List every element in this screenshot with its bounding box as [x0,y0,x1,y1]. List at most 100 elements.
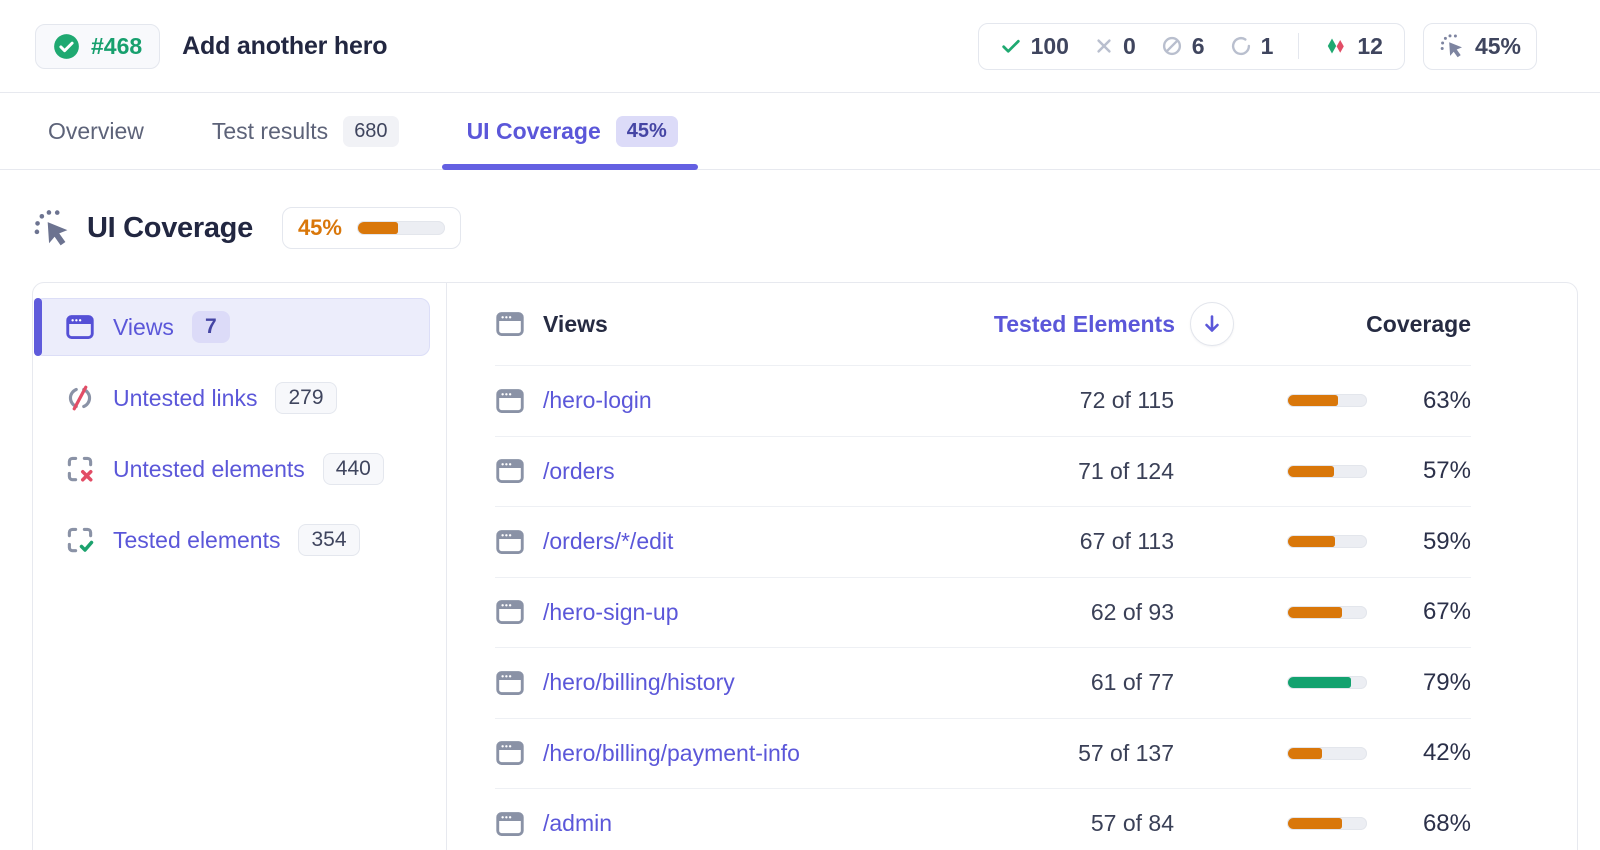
tab-overview[interactable]: Overview [48,93,144,169]
views-table-header: Views Tested Elements Coverage [495,283,1471,365]
view-icon-slot [495,738,525,768]
coverage-bar-track [1287,464,1367,478]
failed-count[interactable]: 0 [1094,33,1136,60]
view-link[interactable]: /orders/*/edit [543,528,674,555]
failed-value: 0 [1122,32,1136,59]
cursor-icon-slot [1439,33,1465,59]
tested-elements-cell: 71 of 124 [1078,457,1174,484]
pending-value: 1 [1260,32,1274,59]
pending-count[interactable]: 1 [1230,32,1274,60]
browser-window-icon [496,312,524,336]
view-link[interactable]: /hero/billing/history [543,669,735,696]
ui-coverage-chip-value: 45% [1474,32,1521,59]
coverage-cell: 68% [1174,810,1471,838]
ui-coverage-cursor-icon [34,210,68,246]
passed-value: 100 [1030,32,1069,59]
passed-count[interactable]: 100 [1000,33,1069,60]
view-cell: /hero-login [495,386,995,416]
coverage-bar-fill [1288,747,1322,759]
section-title: UI Coverage [87,211,253,244]
coverage-bar-track [1287,676,1367,690]
sort-descending-button[interactable] [1190,302,1234,346]
tab-ui-coverage-badge: 45% [615,115,678,147]
failed-icon [1097,39,1111,53]
sidebar-item-count-badge: 279 [275,382,337,414]
coverage-percent: 79% [1422,668,1471,696]
coverage-cell: 67% [1174,598,1471,626]
coverage-progress-fill [357,222,398,234]
broken-link-icon [68,385,92,411]
coverage-cell: 42% [1174,739,1471,767]
passed-icon [1001,39,1020,53]
sidebar-item-views[interactable]: Views 7 [34,298,430,356]
column-coverage: Coverage [1366,310,1471,337]
coverage-percent: 42% [1422,739,1471,767]
sidebar-item-icon-slot [65,454,95,484]
tested-elements-cell: 61 of 77 [1090,669,1174,696]
view-link[interactable]: /orders [543,457,615,484]
sidebar-item-label: Untested elements [113,455,305,482]
sidebar-item-untested-links[interactable]: Untested links 279 [34,369,430,427]
sidebar-item-icon-slot [65,312,95,342]
view-link[interactable]: /admin [543,810,613,837]
table-row: /orders 71 of 124 57% [495,435,1471,507]
browser-window-icon [496,741,524,766]
run-number-badge[interactable]: #468 [35,23,161,69]
browser-window-icon [496,459,524,484]
view-icon-slot [495,386,525,416]
tab-test-results[interactable]: Test results 680 [212,93,399,169]
views-header-icon-slot [495,309,525,339]
browser-window-icon [496,670,524,695]
skipped-icon [1162,36,1181,56]
coverage-cell: 79% [1174,669,1471,697]
column-tested-elements-sort[interactable]: Tested Elements [994,302,1234,346]
view-cell: /orders/*/edit [495,527,995,557]
view-link[interactable]: /hero-sign-up [543,598,679,625]
run-header: #468 Add another hero 100 0 [0,0,1600,93]
test-result-counts: 100 0 6 1 [977,22,1405,70]
sidebar-item-count-badge: 7 [191,311,230,343]
coverage-percent-label: 45% [297,215,342,240]
section-cursor-icon-slot [32,208,72,248]
sidebar-item-label: Tested elements [113,526,281,553]
tab-overview-label: Overview [48,117,144,144]
browser-window-icon [496,388,524,413]
sidebar-item-icon-slot [65,383,95,413]
browser-window-icon [496,529,524,554]
sidebar-item-untested-elements[interactable]: Untested elements 440 [34,440,430,498]
skipped-count[interactable]: 6 [1161,33,1205,60]
view-cell: /hero-sign-up [495,597,995,627]
coverage-progress-track [356,221,445,235]
view-cell: /hero/billing/payment-info [495,738,995,768]
coverage-percent: 59% [1422,527,1471,555]
tested-element-icon [67,527,94,553]
coverage-cell: 57% [1174,457,1471,485]
tab-ui-coverage[interactable]: UI Coverage 45% [441,93,699,170]
column-views: Views [495,309,994,339]
skipped-value: 6 [1191,32,1205,59]
run-title: Add another hero [182,31,388,60]
view-link[interactable]: /hero-login [543,387,652,414]
sidebar-item-count-badge: 440 [322,453,384,485]
sidebar-item-label: Untested links [113,384,258,411]
coverage-percent: 63% [1422,386,1471,414]
table-row: /orders/*/edit 67 of 113 59% [495,506,1471,577]
coverage-cell: 59% [1174,528,1471,556]
table-row: /hero-sign-up 62 of 93 67% [495,576,1471,648]
ui-coverage-chip[interactable]: 45% [1422,22,1537,70]
flaky-count[interactable]: 12 [1324,33,1383,60]
view-icon-slot [495,809,525,839]
sidebar-item-count-badge: 354 [298,524,360,556]
view-link[interactable]: /hero/billing/payment-info [543,739,800,766]
coverage-bar-fill [1288,465,1334,477]
column-views-label: Views [543,310,608,337]
tested-elements-cell: 62 of 93 [1090,598,1174,625]
sidebar-item-tested-elements[interactable]: Tested elements 354 [34,511,430,569]
tab-test-results-label: Test results [211,117,329,144]
ui-coverage-panel: Views 7 Untested links 279 Untested elem… [32,282,1578,850]
flaky-icon [1328,38,1345,54]
pending-icon [1231,36,1250,56]
stats-divider [1298,33,1300,59]
tested-elements-cell: 57 of 137 [1078,739,1174,766]
tested-elements-cell: 57 of 84 [1090,810,1174,837]
